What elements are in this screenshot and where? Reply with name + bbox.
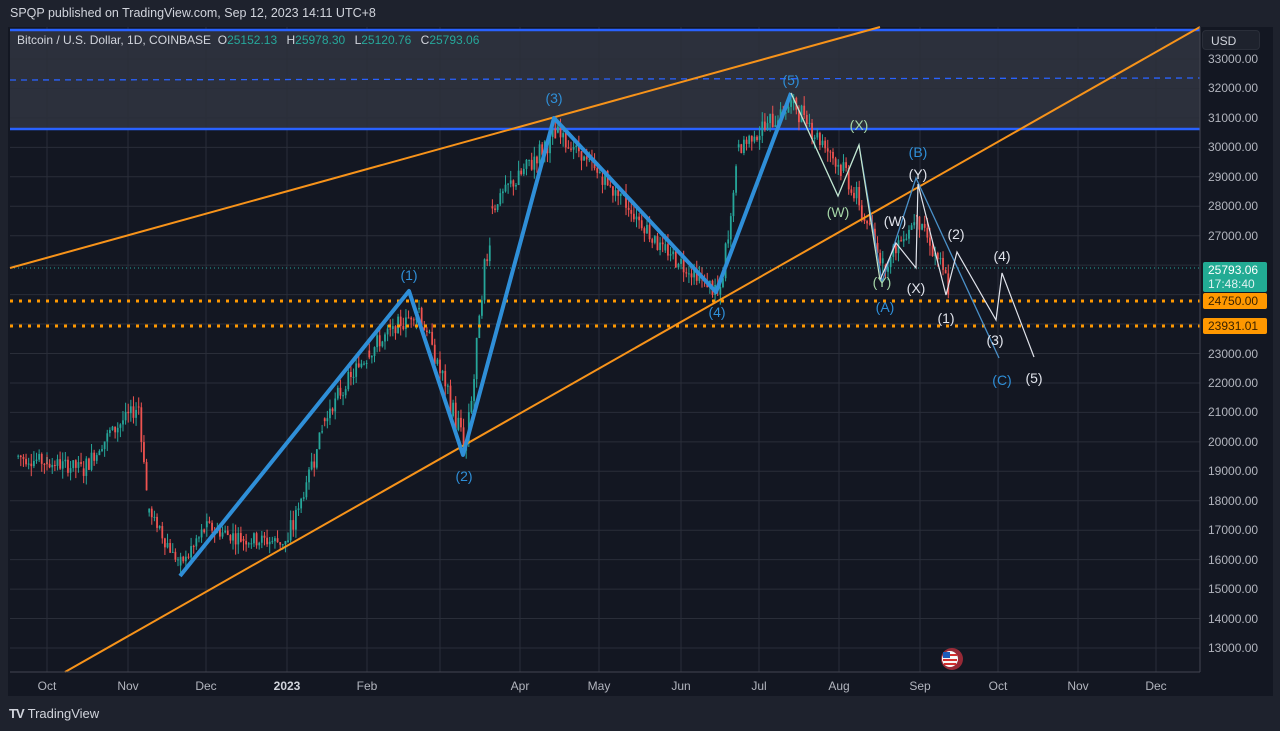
time-tick: Nov <box>1067 679 1089 693</box>
low-label: L <box>354 33 362 47</box>
low-value: 25120.76 <box>361 33 412 47</box>
time-tick: Feb <box>356 679 378 693</box>
price-tick: 27000.00 <box>1208 228 1259 243</box>
time-tick: Jul <box>751 679 767 693</box>
time-tick: Oct <box>988 679 1008 693</box>
symbol-legend[interactable]: Bitcoin / U.S. Dollar, 1D, COINBASE O251… <box>17 33 485 47</box>
lower-channel-line <box>64 26 1201 673</box>
wave-label: (Y) <box>908 166 928 182</box>
open-value: 25152.13 <box>227 33 278 47</box>
symbol-title: Bitcoin / U.S. Dollar, 1D, COINBASE <box>17 33 212 47</box>
last-price-value: 25793.06 <box>1208 263 1259 277</box>
close-label: C <box>420 33 430 47</box>
zone-mid-dashed-line <box>9 77 1201 81</box>
price-tick: 33000.00 <box>1208 52 1259 66</box>
price-tick: 23000.00 <box>1208 346 1259 361</box>
price-tick: 18000.00 <box>1208 493 1259 508</box>
upper-channel-line <box>9 26 881 269</box>
price-tick: 21000.00 <box>1208 405 1259 420</box>
wxy-projection-green <box>790 92 881 281</box>
last-price-label: 25793.06 17:48:40 <box>1203 262 1267 292</box>
wave-label: (X) <box>849 117 869 133</box>
wave-label: (3) <box>545 90 563 106</box>
tradingview-logo[interactable]: TV TradingView <box>9 706 99 721</box>
time-tick: Oct <box>37 679 57 693</box>
tradingview-mark-icon: TV <box>9 706 25 721</box>
price-tick: 30000.00 <box>1208 140 1259 155</box>
time-tick: Jun <box>671 679 691 693</box>
wave-label: (3) <box>986 332 1004 348</box>
wave-label: (B) <box>908 144 928 160</box>
time-tick: Dec <box>195 679 217 693</box>
level-2-price-label: 23931.01 <box>1203 318 1267 334</box>
time-tick: Dec <box>1145 679 1167 693</box>
price-tick: 28000.00 <box>1208 199 1259 214</box>
price-tick: 19000.00 <box>1208 464 1259 479</box>
wave-label: (W) <box>826 204 850 220</box>
time-tick: May <box>587 679 611 693</box>
price-tick: 20000.00 <box>1208 434 1259 449</box>
price-tick: 17000.00 <box>1208 523 1259 538</box>
candlesticks <box>17 93 950 576</box>
high-label: H <box>286 33 296 47</box>
price-tick: 14000.00 <box>1208 611 1259 626</box>
price-tick: 15000.00 <box>1208 582 1259 597</box>
elliott-main-wave <box>178 92 793 578</box>
price-tick: 16000.00 <box>1208 552 1259 567</box>
price-tick: 32000.00 <box>1208 81 1259 96</box>
publish-info: SPQP published on TradingView.com, Sep 1… <box>10 6 376 20</box>
price-tick: 22000.00 <box>1208 375 1259 390</box>
wave-label: (5) <box>782 72 800 88</box>
open-label: O <box>217 33 228 47</box>
time-tick: Apr <box>510 679 530 693</box>
wave-label: (1) <box>400 267 418 283</box>
level-1-price-label: 24750.00 <box>1203 293 1267 309</box>
wave-label: (2) <box>455 468 473 484</box>
wave-label: (C) <box>992 372 1012 388</box>
price-tick: 31000.00 <box>1208 110 1259 125</box>
high-value: 25978.30 <box>295 33 346 47</box>
wave-label: (1) <box>937 310 955 326</box>
brand-name: TradingView <box>27 706 100 721</box>
close-value: 25793.06 <box>429 33 480 47</box>
us-event-flag-icon[interactable] <box>941 648 963 670</box>
gridlines <box>10 27 1200 672</box>
time-tick: Nov <box>117 679 139 693</box>
time-tick: Aug <box>828 679 850 693</box>
wave-label: (4) <box>708 304 726 320</box>
impulse-projection-white <box>879 183 1035 358</box>
wave-label: (W) <box>883 213 907 229</box>
time-tick: Sep <box>909 679 931 693</box>
bar-countdown: 17:48:40 <box>1208 277 1255 291</box>
price-tick: 29000.00 <box>1208 169 1259 184</box>
currency-button[interactable]: USD <box>1202 30 1260 50</box>
time-tick: 2023 <box>273 679 301 693</box>
wave-label: (X) <box>906 280 926 296</box>
price-tick: 13000.00 <box>1208 641 1259 655</box>
wave-label: (5) <box>1025 370 1043 386</box>
wave-label: (4) <box>993 248 1011 264</box>
wave-label: (2) <box>947 226 965 242</box>
wave-label: (A) <box>875 299 895 315</box>
wave-label: (Y) <box>872 274 892 290</box>
